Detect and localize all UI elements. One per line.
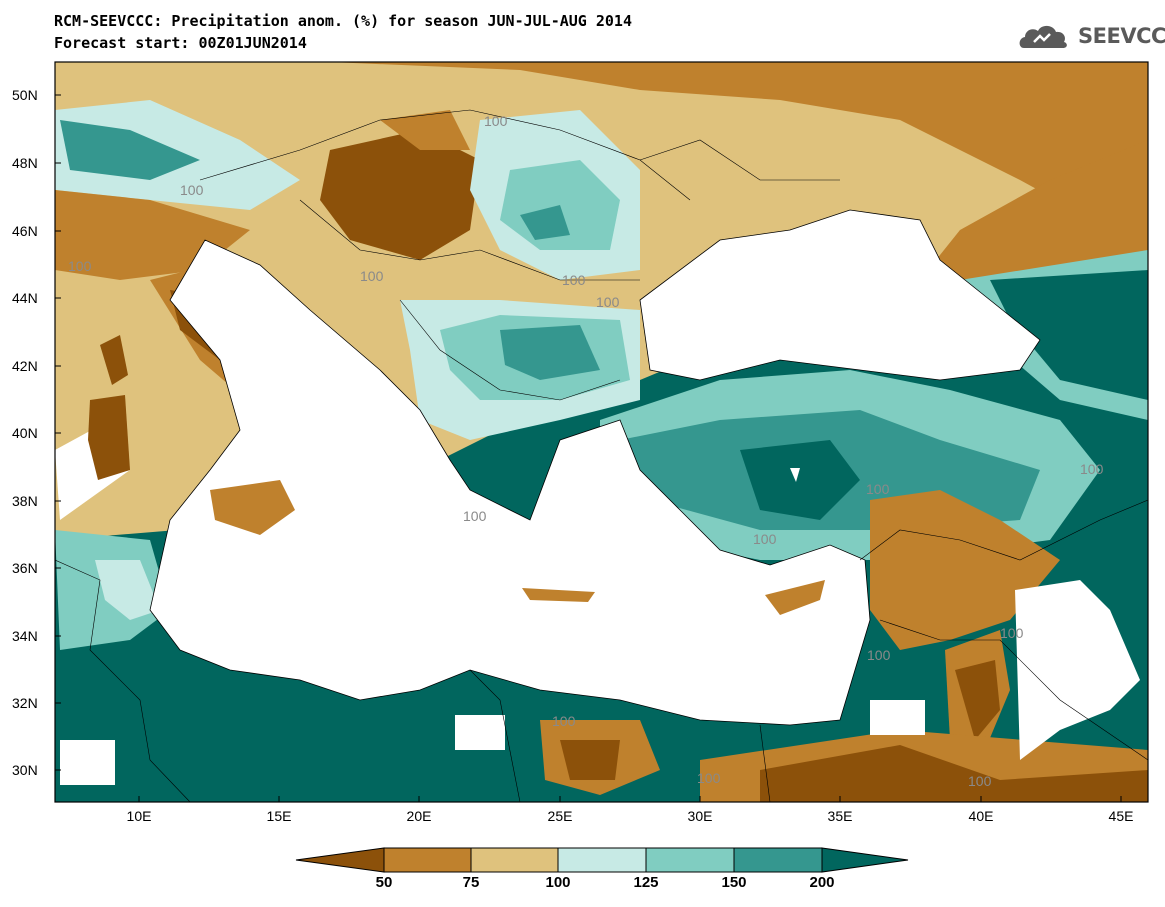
region-dark-teal-balkans	[500, 325, 600, 380]
lat-label: 30N	[12, 762, 38, 778]
data-gap-arabia	[1015, 580, 1140, 760]
coastlines	[149, 209, 1041, 726]
region-light-teal-tunisia	[95, 560, 160, 620]
contour-label: 100	[867, 647, 891, 663]
colorbar-swatch-100-125	[557, 847, 647, 873]
data-gap-jordan	[870, 700, 925, 735]
data-gap-algeria	[60, 740, 115, 785]
region-brown-north	[330, 62, 1148, 250]
map-frame	[54, 61, 1149, 803]
island-corsica	[100, 335, 128, 385]
lat-label: 40N	[12, 425, 38, 441]
contour-label: 100	[68, 258, 92, 274]
island-crete	[522, 588, 595, 602]
contour-label: 100	[463, 508, 487, 524]
lon-label: 30E	[687, 808, 713, 824]
contour-label: 100	[596, 294, 620, 310]
lat-label: 42N	[12, 358, 38, 374]
colorbar	[295, 847, 909, 873]
colorbar-swatch-lt50	[295, 847, 385, 873]
region-dark-brown-iraq	[955, 660, 1000, 740]
map-title-line1: RCM-SEEVCCC: Precipitation anom. (%) for…	[54, 12, 632, 30]
region-dark-teal-central-turkey	[740, 440, 860, 520]
lon-label: 45E	[1108, 808, 1134, 824]
black-sea	[640, 210, 1040, 380]
colorbar-tick-label: 200	[809, 874, 835, 891]
island-sicily	[210, 480, 295, 535]
contour-label: 100	[562, 272, 586, 288]
colorbar-tick-label: 150	[721, 874, 747, 891]
lat-label: 46N	[12, 223, 38, 239]
lake-tuz	[790, 468, 800, 482]
lon-label: 40E	[968, 808, 994, 824]
lon-label: 15E	[266, 808, 292, 824]
cloud-icon	[1019, 25, 1067, 48]
contour-label: 100	[180, 182, 204, 198]
lat-label: 36N	[12, 560, 38, 576]
mediterranean-sea	[150, 240, 870, 725]
contour-label: 100	[360, 268, 384, 284]
lat-label: 48N	[12, 155, 38, 171]
lon-label: 20E	[406, 808, 432, 824]
country-borders	[55, 109, 1148, 802]
lon-label: 35E	[827, 808, 853, 824]
contour-label: 100	[697, 770, 721, 786]
contour-label: 100	[552, 713, 576, 729]
colorbar-swatch-150-200	[733, 847, 823, 873]
contour-labels: 100 100 100 100 100 100 100 100 100 100 …	[68, 113, 1104, 789]
region-dark-teal-caucasus	[990, 270, 1148, 400]
colorbar-swatch-gt200	[821, 847, 909, 873]
data-gap-libya	[455, 715, 505, 750]
contour-label: 100	[1080, 461, 1104, 477]
region-teal-alps	[60, 120, 200, 180]
lon-label: 10E	[126, 808, 152, 824]
logo-text: SEEVCCC	[1078, 24, 1165, 48]
lat-label: 34N	[12, 628, 38, 644]
colorbar-swatch-125-150	[645, 847, 735, 873]
region-dark-brown-egypt	[560, 740, 620, 780]
island-sardinia	[88, 395, 130, 480]
region-dark-brown-hungary	[320, 130, 480, 260]
lon-label: 25E	[547, 808, 573, 824]
region-brown-slovakia	[380, 110, 470, 150]
island-cyprus	[765, 580, 825, 615]
region-brown-levant	[870, 490, 1060, 650]
region-dark-brown-south	[760, 745, 1148, 802]
colorbar-tick-label: 50	[375, 874, 393, 891]
colorbar-swatch-75-100	[470, 847, 559, 873]
map-title-line2: Forecast start: 00Z01JUN2014	[54, 34, 307, 52]
colorbar-swatch-50-75	[383, 847, 472, 873]
colorbar-tick-label: 125	[633, 874, 659, 891]
lat-label: 50N	[12, 87, 38, 103]
lat-label: 38N	[12, 493, 38, 509]
contour-label: 100	[866, 481, 890, 497]
region-dark-teal-romania	[520, 205, 570, 240]
contour-label: 100	[484, 113, 508, 129]
axis-ticks	[55, 94, 1122, 802]
lat-label: 44N	[12, 290, 38, 306]
contour-label: 100	[968, 773, 992, 789]
colorbar-tick-label: 100	[545, 874, 571, 891]
contour-label: 100	[753, 531, 777, 547]
lat-label: 32N	[12, 695, 38, 711]
colorbar-tick-label: 75	[462, 874, 480, 891]
contour-label: 100	[1000, 625, 1024, 641]
